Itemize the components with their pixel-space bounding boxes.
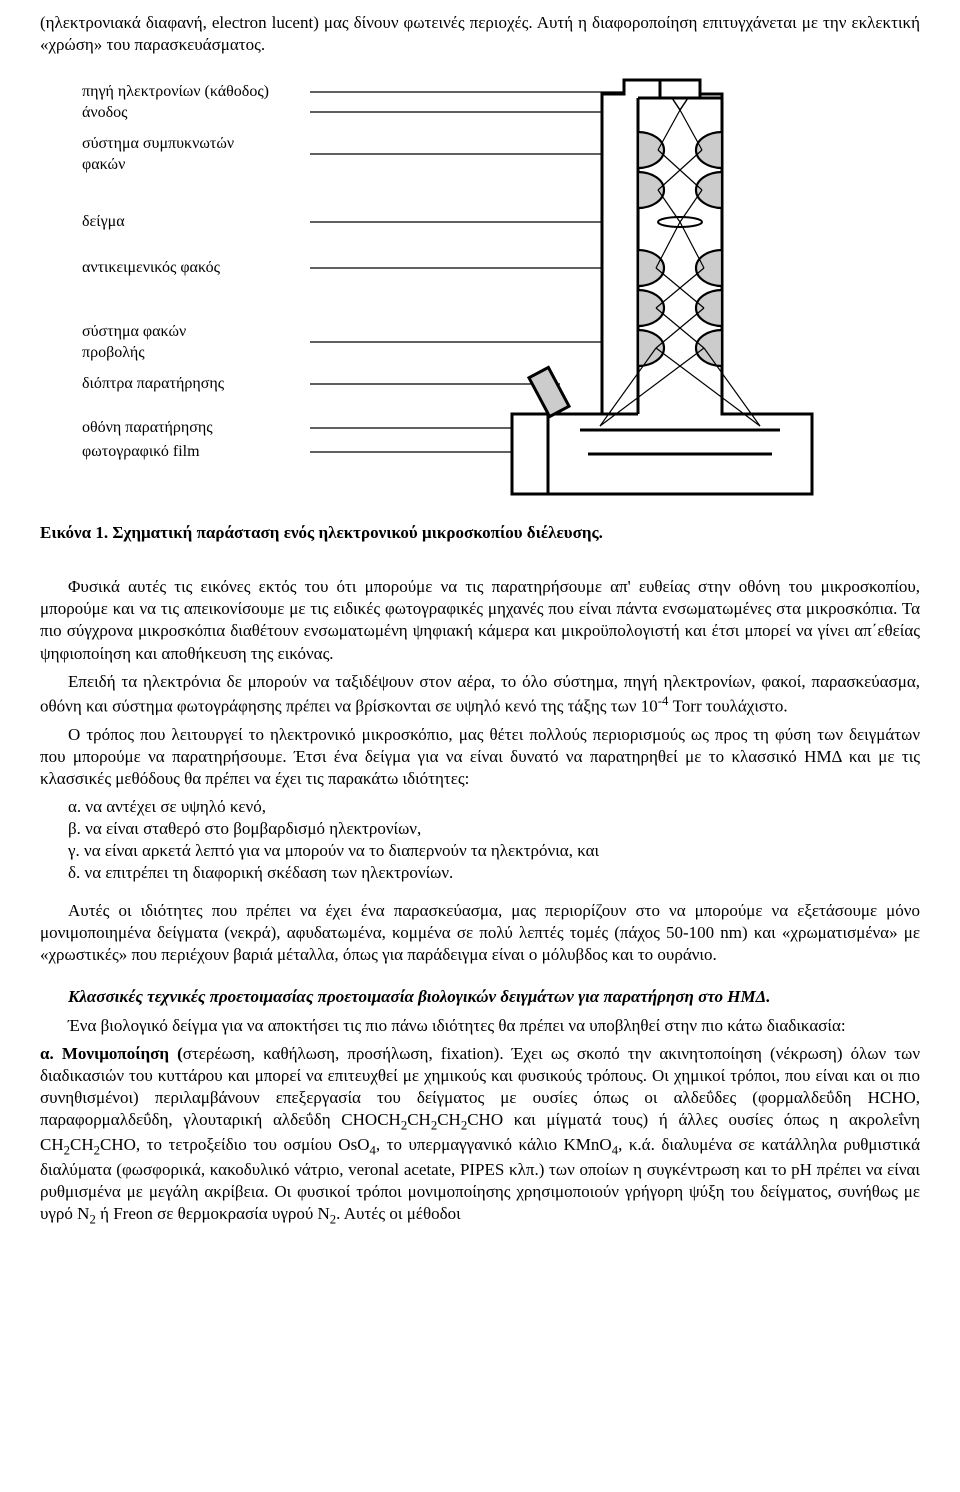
- figure-caption: Εικόνα 1. Σχηματική παράσταση ενός ηλεκτ…: [40, 522, 920, 544]
- fix-m2: CH: [437, 1110, 461, 1129]
- fix-rest6: ή Freon σε θερμοκρασία υγρού Ν: [96, 1204, 330, 1223]
- electron-microscope-figure: πηγή ηλεκτρονίων (κάθοδος) άνοδος σύστημ…: [40, 74, 920, 514]
- paragraph-fixation: α. Μονιμοποίηση (στερέωση, καθήλωση, προ…: [40, 1043, 920, 1228]
- p3-post: Torr τουλάχιστο.: [668, 696, 787, 715]
- fix-rest7: . Αυτές οι μέθοδοι: [336, 1204, 461, 1223]
- intro-paragraph: (ηλεκτρονιακά διαφανή, electron lucent) …: [40, 12, 920, 56]
- p3-pre: Επειδή τα ηλεκτρόνια δε μπορούν να ταξιδ…: [40, 672, 920, 716]
- list-item-b: β. να είναι σταθερό στο βομβαρδισμό ηλεκ…: [40, 818, 920, 840]
- paragraph-vacuum: Επειδή τα ηλεκτρόνια δε μπορούν να ταξιδ…: [40, 671, 920, 718]
- paragraph-cameras: Φυσικά αυτές τις εικόνες εκτός του ότι μ…: [40, 576, 920, 664]
- list-item-d: δ. να επιτρέπει τη διαφορική σκέδαση των…: [40, 862, 920, 884]
- paragraph-procedure-intro: Ένα βιολογικό δείγμα για να αποκτήσει τι…: [40, 1015, 920, 1037]
- section-title-techniques: Κλασσικές τεχνικές προετοιμασίας προετοι…: [40, 986, 920, 1008]
- fix-rest3: CHO, το τετροξείδιο του οσμίου OsO: [100, 1135, 369, 1154]
- paragraph-restrictions: Ο τρόπος που λειτουργεί το ηλεκτρονικό μ…: [40, 724, 920, 790]
- fixation-bold: α. Μονιμοποίηση (: [40, 1044, 183, 1063]
- p3-sup: -4: [658, 694, 669, 708]
- paragraph-properties: Αυτές οι ιδιότητες που πρέπει να έχει έν…: [40, 900, 920, 966]
- fix-rest4: , το υπερμαγγανικό κάλιο KMnO: [376, 1135, 612, 1154]
- list-item-a: α. να αντέχει σε υψηλό κενό,: [40, 796, 920, 818]
- list-item-c: γ. να είναι αρκετά λεπτό για να μπορούν …: [40, 840, 920, 862]
- fix-m3: CH: [70, 1135, 94, 1154]
- fix-m1: CH: [407, 1110, 431, 1129]
- microscope-diagram: [40, 74, 920, 514]
